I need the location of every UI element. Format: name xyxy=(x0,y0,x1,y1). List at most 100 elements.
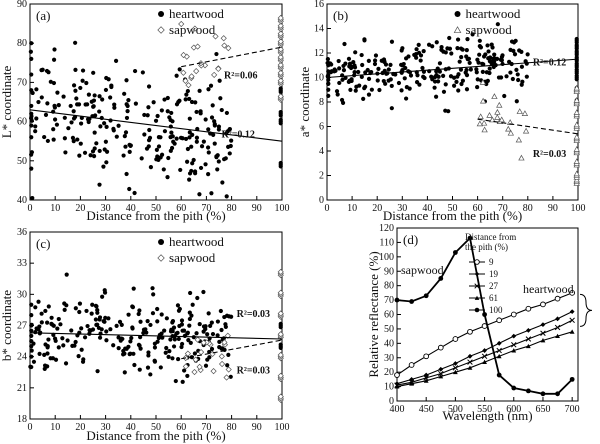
panel-0-ytick-label: 50 xyxy=(17,156,27,167)
panel-1-heartwood-point xyxy=(396,80,402,86)
panel-1-heartwood-point xyxy=(343,75,348,81)
panel-0-heartwood-point xyxy=(124,115,130,121)
panel-0-heartwood-point xyxy=(170,134,175,139)
panel-0-heartwood-point xyxy=(142,132,147,137)
panel-2-sapwood-point xyxy=(277,289,284,296)
panel-2-heartwood-point xyxy=(187,323,192,328)
panel-0-heartwood-point xyxy=(75,137,80,142)
panel-3-legend-marker-100 xyxy=(474,307,480,313)
panel-2-heartwood-point xyxy=(180,341,185,347)
panel-1-heartwood-point xyxy=(373,53,379,58)
panel-1-xtick-label: 10 xyxy=(347,203,357,214)
panel-1-heartwood-point xyxy=(363,70,368,75)
panel-2-heartwood-point xyxy=(172,337,177,342)
panel-2-heartwood-point xyxy=(185,330,190,335)
panel-3-series-100-point xyxy=(423,293,429,299)
panel-0-sapwood-point xyxy=(220,35,227,42)
panel-1-sapwood-point xyxy=(573,133,580,140)
panel-1-frame xyxy=(326,3,579,201)
panel-0-heartwood-point xyxy=(185,159,190,164)
panel-2-heartwood-point xyxy=(93,303,98,308)
panel-3-series-61-point xyxy=(555,333,560,339)
panel-0-heartwood-point xyxy=(147,127,152,133)
panel-3-series-100-point xyxy=(496,372,502,378)
panel-0-heartwood-point xyxy=(222,157,227,162)
panel-2-heartwood-point xyxy=(156,335,161,341)
panel-1-heartwood-point xyxy=(449,51,454,56)
panel-2-heartwood-point xyxy=(218,308,223,314)
panel-1-heartwood-point xyxy=(349,78,354,84)
panel-0-heartwood-point xyxy=(206,150,211,155)
panel-0-heartwood-point xyxy=(132,190,137,196)
panel-2-heartwood-point xyxy=(181,328,187,333)
panel-1-sapwood-point xyxy=(479,97,487,104)
panel-0-heartwood-point xyxy=(78,85,83,91)
panel-1-heartwood-point xyxy=(489,42,494,47)
panel-0-heartwood-point xyxy=(56,103,61,108)
panel-3-xtick-label: 700 xyxy=(565,404,580,415)
panel-1-heartwood-point xyxy=(445,46,450,51)
panel-2-heartwood-point xyxy=(203,363,209,368)
panel-2-heartwood-point xyxy=(189,313,194,318)
panel-2-heartwood-point xyxy=(192,351,197,356)
panel-2-heartwood-point xyxy=(73,306,78,311)
panel-0-heartwood-point xyxy=(112,105,117,110)
panel-2-sapwood-point xyxy=(224,332,231,339)
panel-0-heartwood-point xyxy=(51,137,56,142)
panel-1-heartwood-point xyxy=(456,88,461,93)
panel-1-heartwood-point xyxy=(412,52,417,58)
panel-0-heartwood-point xyxy=(209,115,215,120)
panel-0-heartwood-point xyxy=(102,147,107,152)
panel-3-legend-title-1: Distance from xyxy=(465,232,516,242)
panel-3-series-61-point xyxy=(569,329,575,334)
panel-0-ytick-label: 80 xyxy=(17,38,27,49)
panel-1-heartwood-point xyxy=(337,66,342,71)
panel-1-r2-sapwood: R²=0.03 xyxy=(533,149,566,160)
panel-1-heartwood-point xyxy=(359,74,364,80)
panel-2-heartwood-point xyxy=(278,342,283,347)
panel-1-sapwood-point xyxy=(494,108,501,115)
panel-1-heartwood-point xyxy=(421,49,426,54)
panel-0-sapwood-point xyxy=(178,20,185,28)
panel-3-series-61-point xyxy=(496,353,502,359)
panel-2-heartwood-point xyxy=(45,364,50,369)
panel-0-heartwood-point xyxy=(161,167,166,172)
panel-1-heartwood-point xyxy=(432,74,438,80)
panel-0-heartwood-point xyxy=(153,118,159,123)
panel-2-sapwood-point xyxy=(210,367,217,375)
panel-2-heartwood-point xyxy=(228,374,233,379)
panel-1-heartwood-point xyxy=(402,76,407,81)
panel-1-heartwood-point xyxy=(404,85,409,90)
panel-2-heartwood-point xyxy=(39,311,44,316)
panel-2-heartwood-point xyxy=(36,299,41,304)
panel-0-heartwood-point xyxy=(124,78,129,83)
panel-3-series-19-line xyxy=(396,311,573,385)
panel-1-label: (b) xyxy=(333,8,348,23)
panel-2-ytick-label: 36 xyxy=(17,227,27,238)
panel-1-heartwood-point xyxy=(416,50,422,55)
panel-1-heartwood-point xyxy=(477,52,482,57)
panel-3-label: (d) xyxy=(403,232,418,247)
panel-2-heartwood-point xyxy=(79,326,84,331)
panel-0-sapwood-point xyxy=(212,33,219,40)
panel-2-heartwood-point xyxy=(219,327,224,333)
panel-2-heartwood-point xyxy=(159,312,164,317)
panel-0-heartwood-point xyxy=(185,146,191,152)
panel-0-xtick-label: 100 xyxy=(275,203,290,214)
panel-3-series-27-point xyxy=(452,365,459,371)
panel-0-legend-heartwood-marker xyxy=(158,11,165,17)
panel-2-heartwood-point xyxy=(148,322,153,328)
panel-1-heartwood-point xyxy=(381,57,387,62)
panel-2-heartwood-point xyxy=(114,323,119,328)
panel-0-heartwood-point xyxy=(114,134,119,139)
panel-3-legend-marker-61 xyxy=(474,295,480,300)
panel-1-sapwood-point xyxy=(515,136,523,143)
panel-1-heartwood-point xyxy=(356,69,361,75)
panel-1-heartwood-point xyxy=(443,108,448,113)
panel-1-ytick-label: 2 xyxy=(319,171,324,182)
panel-2-heartwood-point xyxy=(100,294,105,299)
panel-2-sapwood-point xyxy=(218,360,226,368)
panel-0-heartwood-point xyxy=(74,96,79,101)
panel-3-ytick-label: 90 xyxy=(384,266,394,277)
panel-1-xlabel: Distance from the pith (%) xyxy=(383,208,522,223)
